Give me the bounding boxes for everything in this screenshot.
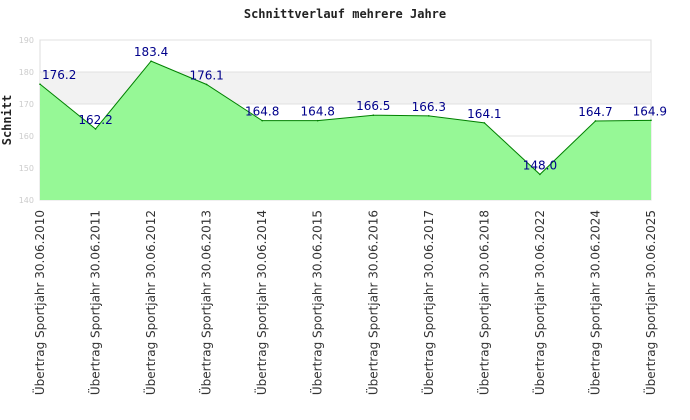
x-tick-label: Übertrag Sportjahr 30.06.2010 — [31, 210, 47, 395]
x-tick-label: Übertrag Sportjahr 30.06.2022 — [531, 210, 547, 395]
data-label: 164.8 — [245, 105, 279, 119]
x-tick-label: Übertrag Sportjahr 30.06.2025 — [642, 210, 658, 395]
data-label: 164.9 — [633, 104, 667, 118]
data-label: 148.0 — [523, 158, 557, 172]
data-label: 176.1 — [189, 68, 223, 82]
x-tick-label: Übertrag Sportjahr 30.06.2015 — [309, 210, 325, 395]
data-point — [39, 83, 41, 85]
data-point — [594, 120, 597, 122]
x-tick-label: Übertrag Sportjahr 30.06.2017 — [420, 210, 436, 395]
data-label: 166.3 — [412, 100, 446, 114]
y-tick-label: 190 — [19, 36, 34, 45]
data-point — [483, 122, 486, 124]
x-tick-label: Übertrag Sportjahr 30.06.2018 — [475, 210, 491, 395]
data-label: 164.1 — [467, 107, 501, 121]
data-label: 164.7 — [578, 105, 612, 119]
data-point — [428, 115, 430, 117]
series-line — [39, 60, 652, 176]
x-tick-label: Übertrag Sportjahr 30.06.2013 — [198, 210, 214, 395]
area-fill — [40, 61, 651, 201]
y-tick-label: 170 — [19, 100, 34, 109]
data-point — [650, 119, 652, 122]
y-tick-label: 140 — [19, 196, 34, 205]
y-tick-label: 160 — [19, 132, 34, 141]
data-label: 183.4 — [134, 45, 168, 59]
data-point — [372, 114, 375, 116]
data-point — [539, 173, 541, 176]
x-tick-label: Übertrag Sportjahr 30.06.2024 — [586, 210, 602, 395]
x-tick-label: Übertrag Sportjahr 30.06.2011 — [87, 210, 103, 395]
x-tick-label: Übertrag Sportjahr 30.06.2012 — [142, 210, 158, 395]
data-label: 176.2 — [42, 68, 76, 82]
data-point — [94, 128, 97, 130]
data-point — [316, 119, 319, 122]
data-label: 164.8 — [301, 105, 335, 119]
data-point — [261, 119, 263, 122]
chart-title: Schnittverlauf mehrere Jahre — [244, 7, 446, 21]
data-label: 166.5 — [356, 99, 390, 113]
x-tick-label: Übertrag Sportjahr 30.06.2014 — [253, 210, 269, 395]
y-tick-label: 180 — [19, 68, 34, 77]
data-point — [205, 83, 208, 86]
y-axis-label: Schnitt — [0, 95, 14, 146]
y-tick-label: 150 — [19, 164, 34, 173]
x-tick-label: Übertrag Sportjahr 30.06.2016 — [364, 210, 380, 395]
data-label: 162.2 — [78, 113, 112, 127]
data-point — [150, 60, 152, 62]
